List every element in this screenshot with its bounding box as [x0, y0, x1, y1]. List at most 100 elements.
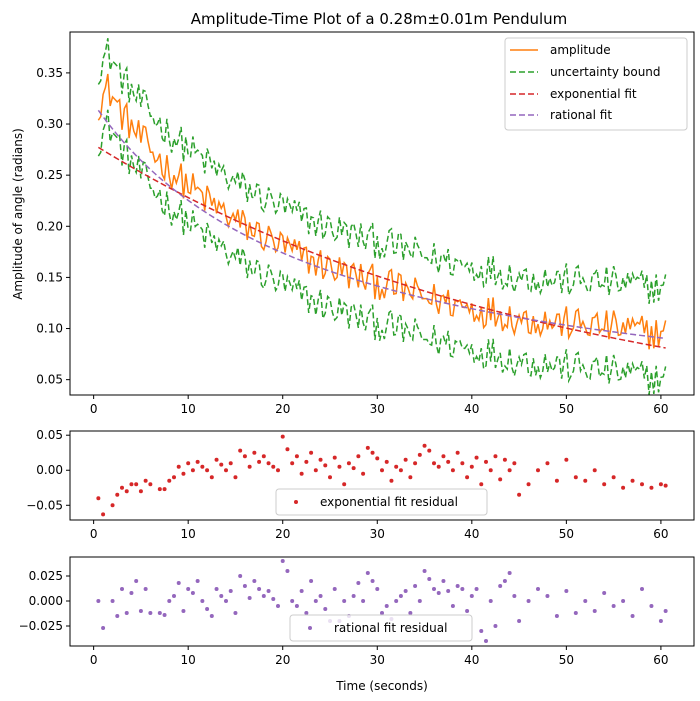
x-tick-label: 0 [90, 527, 98, 541]
residual-point [502, 457, 507, 462]
residual-point [398, 594, 403, 598]
residual-point [474, 587, 479, 591]
residual-point [380, 611, 384, 615]
residual-point [640, 482, 644, 487]
residual-point [195, 579, 200, 583]
y-tick-label: 0.05 [36, 373, 63, 387]
residual-point [172, 475, 176, 480]
y-tick-label: 0.00 [36, 463, 63, 477]
residual-point [195, 459, 200, 464]
residual-point [512, 594, 517, 598]
residual-point [96, 496, 101, 501]
exponential-residual-marks [96, 434, 668, 517]
residual-point [214, 587, 219, 591]
rational-residual-legend: rational fit residual [289, 614, 473, 642]
residual-point [157, 487, 162, 492]
x-axis-label: Time (seconds) [335, 679, 428, 693]
residual-point [427, 448, 432, 453]
residual-point [450, 604, 455, 608]
x-tick-label: 50 [559, 402, 574, 416]
residual-point [143, 587, 148, 591]
residual-point [517, 619, 522, 623]
residual-point [124, 489, 129, 494]
residual-point [351, 466, 356, 471]
residual-point [247, 596, 252, 600]
x-tick-label: 20 [275, 402, 290, 416]
residual-point [143, 478, 148, 483]
y-tick-label: 0.25 [36, 168, 63, 182]
residual-point [209, 614, 214, 618]
residual-point [663, 609, 668, 613]
residual-point [242, 584, 247, 588]
residual-point [323, 463, 328, 468]
residual-point [271, 464, 276, 469]
residual-point [261, 594, 266, 598]
residual-point [96, 599, 101, 603]
residual-point [290, 461, 295, 466]
residual-point [611, 604, 616, 608]
residual-point [545, 461, 550, 466]
x-tick-label: 30 [370, 402, 385, 416]
residual-point [328, 475, 332, 480]
residual-point [403, 589, 408, 593]
legend-label-exponential-fit: exponential fit [550, 87, 637, 101]
residual-point [365, 445, 370, 450]
residual-point [649, 604, 654, 608]
residual-point [209, 475, 214, 480]
y-tick-label: 0.025 [29, 569, 63, 583]
residual-point [205, 468, 210, 473]
residual-point [602, 591, 607, 595]
residual-point [432, 461, 436, 466]
residual-point [446, 589, 451, 593]
residual-point [129, 482, 134, 487]
exponential-residual-axes: 0 10 20 30 40 50 60 −0.05 0.00 0.05 [26, 428, 668, 541]
exponential-residual-frame [69, 430, 695, 521]
residual-point [332, 455, 337, 460]
residual-point [162, 613, 167, 617]
residual-point [413, 584, 418, 588]
residual-point [261, 454, 266, 459]
x-tick-label: 0 [90, 402, 98, 416]
residual-point [219, 462, 224, 467]
residual-point [408, 611, 413, 615]
residual-point [318, 457, 323, 462]
residual-point [361, 599, 366, 603]
residual-point [313, 599, 318, 603]
amplitude-legend: amplitude uncertainty bound exponential … [504, 37, 688, 131]
residual-point [346, 461, 351, 466]
residual-point [129, 591, 134, 595]
residual-point [554, 614, 559, 618]
residual-point [148, 611, 153, 615]
residual-point [323, 607, 328, 611]
residual-point [611, 475, 616, 480]
residual-point [621, 485, 626, 490]
residual-point [370, 450, 375, 455]
residual-point [403, 457, 408, 462]
y-tick-label: 0.05 [36, 428, 63, 442]
residual-point [384, 459, 389, 464]
residual-point [252, 579, 257, 583]
residual-point [294, 604, 299, 608]
residual-point [190, 591, 195, 595]
residual-point [455, 450, 460, 455]
residual-point [257, 459, 262, 464]
residual-point [228, 589, 233, 593]
residual-point [488, 468, 493, 473]
residual-point [280, 559, 285, 563]
residual-point [536, 468, 540, 473]
residual-point [375, 456, 380, 461]
exponential-residual-legend: exponential fit residual [275, 488, 488, 516]
residual-point [238, 448, 243, 453]
residual-point [172, 594, 176, 598]
residual-point [389, 478, 394, 483]
residual-point [342, 599, 347, 603]
x-tick-label: 10 [181, 527, 196, 541]
x-tick-label: 50 [559, 527, 574, 541]
y-tick-label: 0.000 [29, 594, 63, 608]
residual-point [517, 492, 522, 497]
rational-residual-marks [96, 559, 668, 643]
residual-point [356, 581, 361, 585]
y-tick-label: 0.10 [36, 322, 63, 336]
residual-point [120, 485, 124, 490]
